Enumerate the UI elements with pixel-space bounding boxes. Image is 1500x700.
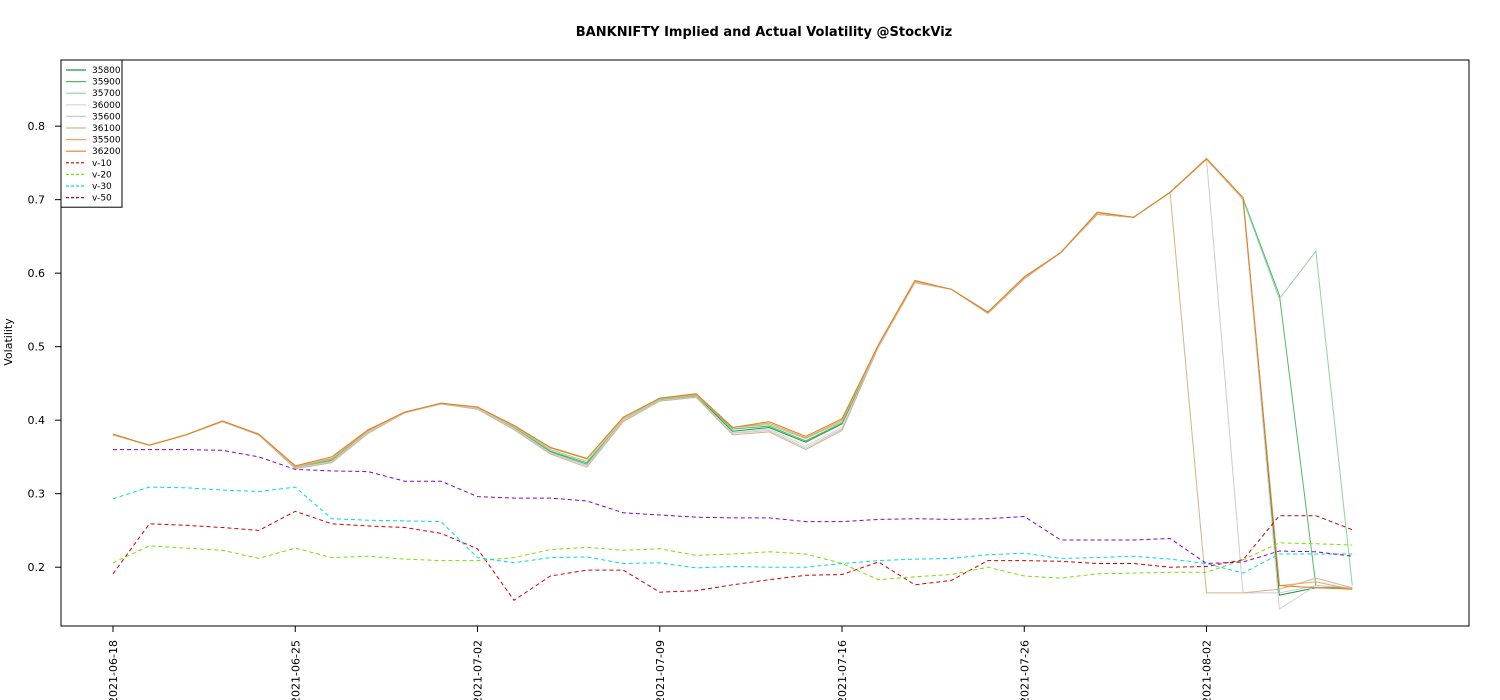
legend-entry: 35700 <box>92 89 121 99</box>
chart-title: BANKNIFTY Implied and Actual Volatility … <box>576 25 952 40</box>
x-tick-label: 2021-06-18 <box>107 640 120 700</box>
legend-entry: 35800 <box>92 66 121 76</box>
series-line-36100 <box>112 191 1353 594</box>
y-axis: 0.2 0.3 0.4 0.5 0.6 0.7 0.8 <box>28 120 61 574</box>
series-line-35700 <box>112 158 1353 586</box>
legend-entry: v-20 <box>92 170 112 180</box>
y-tick-label: 0.8 <box>28 120 46 133</box>
plot-area <box>60 59 1470 627</box>
legend-entry: 36100 <box>92 124 121 134</box>
x-tick-label: 2021-06-25 <box>289 640 302 700</box>
legend-entry: v-50 <box>92 194 112 204</box>
y-tick-label: 0.3 <box>28 488 46 501</box>
legend-box <box>60 59 123 208</box>
x-tick-label: 2021-07-02 <box>472 640 485 700</box>
series-line-35900 <box>112 158 1353 589</box>
series-line-35600 <box>112 158 1353 594</box>
legend-entry: v-30 <box>92 182 112 192</box>
series-layer <box>112 157 1353 610</box>
legend-entry: 35600 <box>92 112 121 122</box>
x-tick-label: 2021-08-02 <box>1201 640 1214 700</box>
series-line-36000 <box>112 158 1353 610</box>
series-line-v-10 <box>112 510 1353 601</box>
legend-entry: 36000 <box>92 101 121 111</box>
legend-entry: v-10 <box>92 159 112 169</box>
y-tick-label: 0.6 <box>28 267 46 280</box>
x-tick-label: 2021-07-09 <box>654 640 667 700</box>
y-tick-label: 0.5 <box>28 341 46 354</box>
series-line-v-30 <box>112 486 1353 574</box>
legend-entry: 36200 <box>92 147 121 157</box>
y-axis-label: Volatility <box>2 318 15 366</box>
x-tick-label: 2021-07-26 <box>1018 640 1031 700</box>
y-tick-label: 0.2 <box>28 561 46 574</box>
series-line-36200 <box>112 157 1353 590</box>
series-line-v-20 <box>112 542 1353 581</box>
x-axis: 2021-06-18 2021-06-25 2021-07-02 2021-07-09… <box>107 626 1214 700</box>
y-tick-label: 0.4 <box>28 414 46 427</box>
x-tick-label: 2021-07-16 <box>836 640 849 700</box>
series-line-35500 <box>112 158 1353 590</box>
legend-entry: 35900 <box>92 78 121 88</box>
series-line-35800 <box>112 158 1353 596</box>
y-tick-label: 0.7 <box>28 194 46 207</box>
legend-entry: 35500 <box>92 136 121 146</box>
